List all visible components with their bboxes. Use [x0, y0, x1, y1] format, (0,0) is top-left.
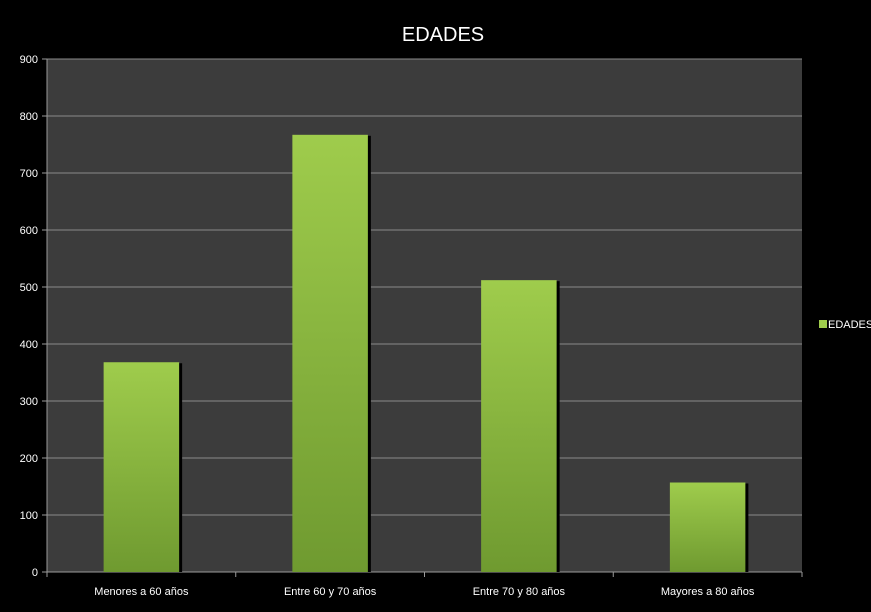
legend-label: EDADES: [828, 319, 871, 331]
y-tick-label: 200: [20, 453, 38, 465]
y-tick-label: 700: [20, 168, 38, 180]
x-tick-label: Mayores a 80 años: [661, 586, 755, 598]
x-tick-label: Entre 70 y 80 años: [473, 586, 566, 598]
chart-title: EDADES: [402, 24, 484, 46]
y-tick-label: 100: [20, 510, 38, 522]
legend-swatch: [819, 320, 827, 328]
bar: [669, 482, 746, 572]
y-tick-label: 400: [20, 339, 38, 351]
x-tick-label: Menores a 60 años: [94, 586, 189, 598]
bar: [103, 362, 180, 572]
bar: [481, 280, 557, 572]
y-tick-label: 300: [20, 396, 38, 408]
bars: [103, 134, 749, 572]
bar: [292, 134, 368, 572]
y-tick-label: 0: [32, 567, 38, 579]
x-tick-label: Entre 60 y 70 años: [284, 586, 377, 598]
y-tick-label: 500: [20, 282, 38, 294]
legend: EDADES: [819, 319, 871, 331]
y-tick-label: 800: [20, 111, 38, 123]
tick-labels: 0 100 200 300 400 500 600 700 800 900 Menores a 60…: [20, 54, 755, 598]
y-tick-label: 900: [20, 54, 38, 66]
y-tick-label: 600: [20, 225, 38, 237]
